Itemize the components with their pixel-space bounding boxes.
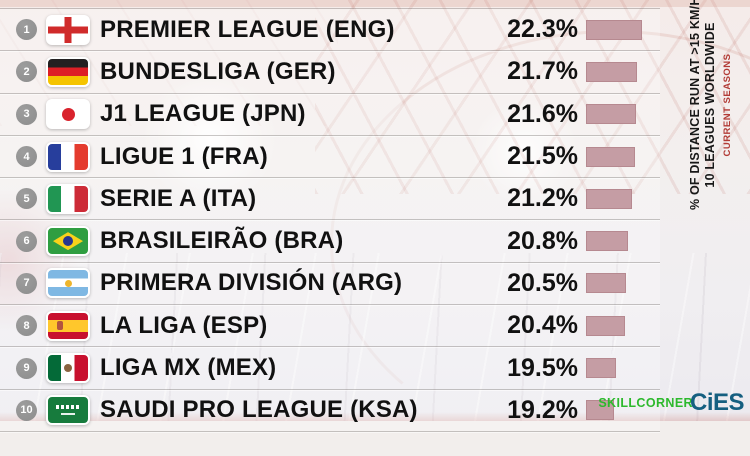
league-row: 1 PREMIER LEAGUE (ENG) 22.3% [0, 9, 660, 52]
rank-number: 2 [23, 65, 30, 78]
metric-value: 21.5% [507, 142, 578, 171]
title-line-1: % OF DISTANCE RUN AT >15 KM/H [688, 0, 702, 210]
league-name: SAUDI PRO LEAGUE (KSA) [100, 396, 418, 424]
rank-badge: 2 [16, 61, 37, 83]
bar-track [586, 273, 660, 294]
league-ranking-list: 1 PREMIER LEAGUE (ENG) 22.3% 2 BUNDESLIG… [0, 8, 660, 432]
league-row: 7 PRIMERA DIVISIÓN (ARG) 20.5% [0, 262, 660, 306]
rank-badge: 8 [16, 315, 37, 337]
league-name: LA LIGA (ESP) [100, 311, 268, 339]
flag-mex-icon [46, 353, 90, 384]
league-name: PREMIER LEAGUE (ENG) [100, 15, 395, 43]
metric-value: 19.5% [507, 353, 578, 382]
metric-value: 22.3% [507, 15, 578, 44]
league-row: 8 LA LIGA (ESP) 20.4% [0, 305, 660, 348]
rank-number: 6 [23, 235, 30, 248]
rank-number: 5 [23, 192, 30, 205]
value-bar [586, 273, 626, 294]
value-bar [586, 146, 635, 167]
flag-ger-icon [46, 56, 90, 87]
title-line-2: 10 LEAGUES WORLDWIDE [703, 22, 717, 188]
skillcorner-logo: SKILLCORNER [598, 396, 693, 410]
league-name: LIGA MX (MEX) [100, 354, 277, 382]
league-row: 4 LIGUE 1 (FRA) 21.5% [0, 135, 660, 179]
rank-badge: 3 [16, 103, 37, 125]
flag-fra-icon [46, 141, 90, 172]
rank-number: 1 [23, 23, 30, 36]
metric-value: 20.4% [507, 311, 578, 340]
flag-eng-icon [46, 14, 90, 45]
bar-track [586, 315, 660, 336]
rank-number: 10 [20, 404, 33, 417]
value-bar [586, 358, 616, 379]
metric-value: 21.2% [507, 184, 578, 213]
value-bar [586, 19, 642, 40]
background-top-tint [0, 0, 750, 7]
rank-badge: 4 [16, 146, 37, 168]
bar-track [586, 146, 660, 167]
value-bar [586, 61, 637, 82]
league-name: BRASILEIRÃO (BRA) [100, 227, 344, 255]
flag-arg-icon [46, 268, 90, 299]
rank-badge: 9 [16, 357, 37, 379]
flag-ksa-icon [46, 395, 90, 426]
cies-logo: CiES [689, 389, 745, 416]
league-name: J1 LEAGUE (JPN) [100, 100, 306, 128]
value-bar [586, 104, 636, 125]
rank-number: 7 [23, 277, 30, 290]
chart-title-vertical: % OF DISTANCE RUN AT >15 KM/H 10 LEAGUES… [688, 0, 734, 210]
value-bar [586, 400, 614, 421]
flag-bra-icon [46, 226, 90, 257]
rank-badge: 6 [16, 230, 37, 252]
rank-number: 4 [23, 150, 30, 163]
metric-value: 20.5% [507, 268, 578, 297]
bar-track [586, 19, 660, 40]
background-bottom-tint [0, 412, 750, 421]
rank-number: 3 [23, 108, 30, 121]
rank-number: 9 [23, 362, 30, 375]
rank-number: 8 [23, 319, 30, 332]
bar-track [586, 104, 660, 125]
rank-badge: 7 [16, 272, 37, 294]
league-row: 3 J1 LEAGUE (JPN) 21.6% [0, 93, 660, 136]
league-name: PRIMERA DIVISIÓN (ARG) [100, 269, 403, 297]
flag-esp-icon [46, 310, 90, 341]
bar-track [586, 231, 660, 252]
league-name: LIGUE 1 (FRA) [100, 142, 268, 170]
value-bar [586, 315, 625, 336]
metric-value: 21.7% [507, 57, 578, 86]
bar-track [586, 400, 660, 421]
league-row: 6 BRASILEIRÃO (BRA) 20.8% [0, 220, 660, 263]
league-row: 2 BUNDESLIGA (GER) 21.7% [0, 51, 660, 94]
rank-badge: 10 [16, 399, 37, 421]
bar-track [586, 358, 660, 379]
league-row: 5 SERIE A (ITA) 21.2% [0, 178, 660, 221]
metric-value: 20.8% [507, 226, 578, 255]
league-row: 10 SAUDI PRO LEAGUE (KSA) 19.2% [0, 389, 660, 432]
bar-track [586, 188, 660, 209]
league-name: SERIE A (ITA) [100, 184, 257, 212]
rank-badge: 5 [16, 188, 37, 210]
bar-track [586, 61, 660, 82]
value-bar [586, 231, 628, 252]
league-row: 9 LIGA MX (MEX) 19.5% [0, 347, 660, 390]
title-subtitle: CURRENT SEASONS [722, 53, 733, 157]
value-bar [586, 188, 632, 209]
flag-ita-icon [46, 183, 90, 214]
metric-value: 19.2% [507, 395, 578, 424]
flag-jpn-icon [46, 99, 90, 130]
league-name: BUNDESLIGA (GER) [100, 57, 336, 85]
metric-value: 21.6% [507, 99, 578, 128]
rank-badge: 1 [16, 19, 37, 41]
